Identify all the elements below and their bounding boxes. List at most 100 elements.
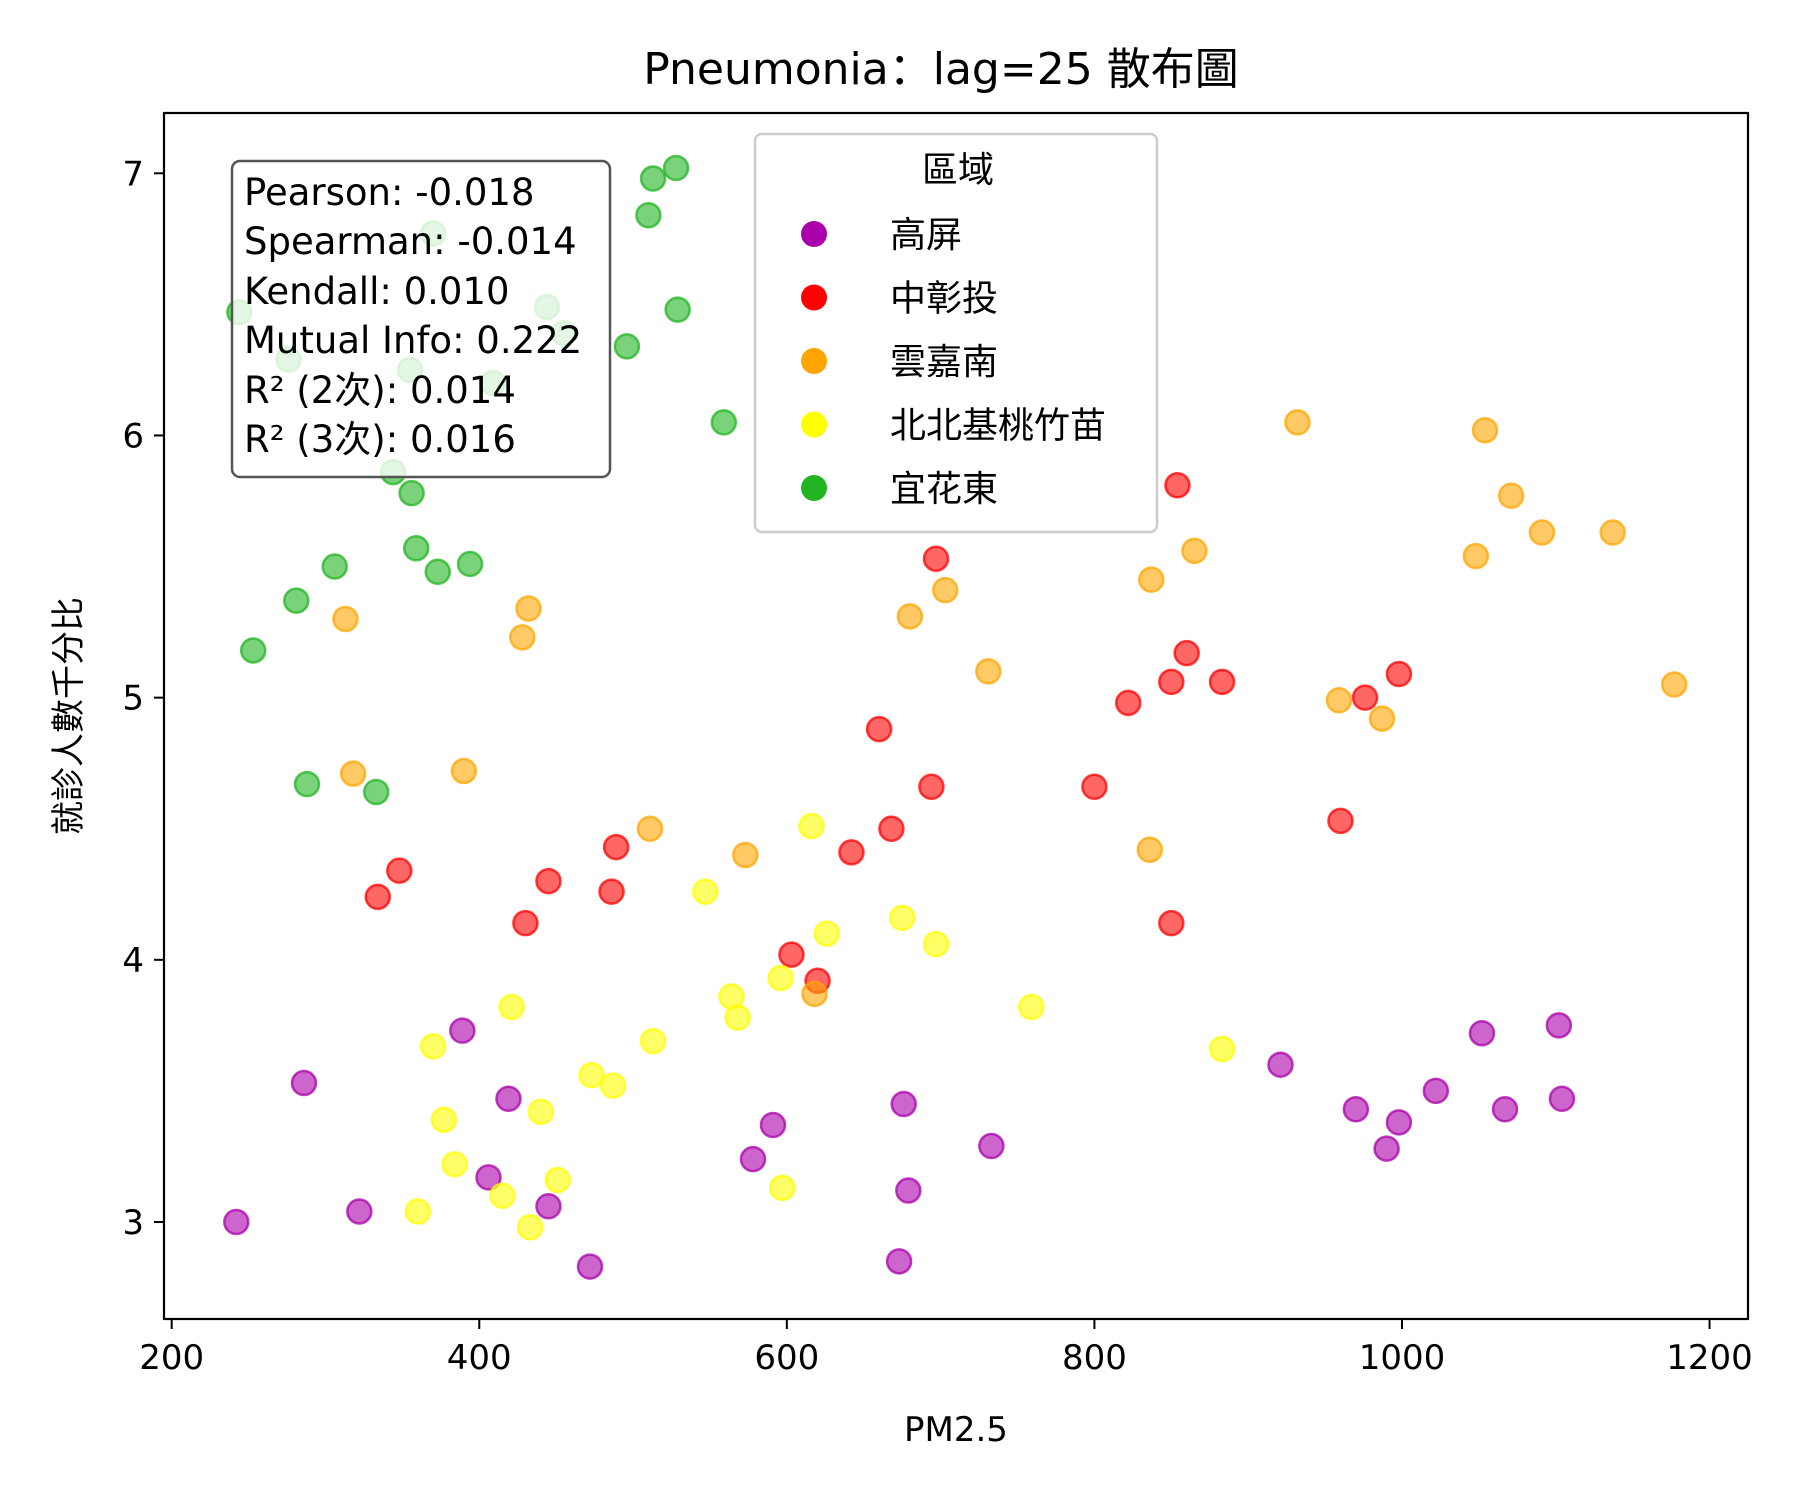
legend-label: 雲嘉南 (890, 342, 998, 383)
data-point (1267, 1051, 1294, 1078)
data-point (1136, 836, 1164, 863)
data-point (441, 1151, 468, 1178)
data-point (290, 1069, 318, 1097)
data-point (419, 1033, 447, 1060)
data-point (1158, 668, 1185, 696)
legend-label: 宜花東 (890, 469, 998, 510)
data-point (975, 658, 1002, 685)
x-tick-label: 600 (754, 1338, 819, 1378)
legend-label: 高屏 (890, 215, 962, 256)
data-point (931, 576, 959, 604)
stat-pearson: Pearson: -0.018 (244, 171, 535, 214)
data-point (798, 812, 825, 840)
data-point (1385, 1109, 1413, 1136)
legend-label: 中彰投 (890, 279, 998, 320)
x-axis-label: PM2.5 (904, 1410, 1008, 1450)
y-tick-label: 4 (122, 941, 144, 981)
data-point (386, 857, 413, 884)
data-point (223, 1208, 250, 1236)
data-point (710, 409, 738, 436)
legend-marker (801, 475, 827, 501)
data-point (922, 930, 950, 958)
data-point (402, 534, 430, 562)
data-point (639, 1027, 667, 1055)
data-point (515, 595, 542, 622)
y-tick-label: 5 (122, 679, 144, 719)
data-point (1351, 684, 1379, 711)
series-0 (223, 1012, 1576, 1280)
x-tick-label: 800 (1062, 1338, 1127, 1378)
x-tick-label: 400 (447, 1338, 512, 1378)
data-point (475, 1164, 502, 1191)
data-point (293, 770, 321, 798)
data-point (639, 165, 667, 192)
data-point (759, 1111, 787, 1139)
legend-marker (801, 284, 827, 311)
data-point (1528, 519, 1556, 546)
data-point (495, 1085, 522, 1113)
data-point (1173, 639, 1200, 667)
data-point (664, 296, 691, 323)
data-point (509, 624, 536, 651)
data-point (739, 1145, 767, 1173)
data-point (1660, 671, 1688, 698)
stat-r2-quadratic: R² (2次): 0.014 (244, 369, 516, 412)
legend-label: 北北基桃竹苗 (890, 406, 1106, 447)
stat-mutual-info: Mutual Info: 0.222 (244, 319, 582, 362)
data-point (813, 920, 841, 947)
data-point (1491, 1096, 1519, 1123)
data-point (1422, 1077, 1450, 1105)
data-point (430, 1106, 458, 1133)
y-axis-label: 就診人數千分比 (49, 597, 89, 835)
data-point (1158, 909, 1185, 937)
data-point (1208, 1035, 1236, 1063)
data-point (896, 603, 924, 630)
data-point (895, 1177, 922, 1204)
data-point (922, 545, 950, 572)
legend-marker (801, 411, 827, 438)
data-point (1208, 668, 1236, 696)
chart-title: Pneumonia：lag=25 散布圖 (643, 44, 1238, 95)
data-point (339, 760, 367, 787)
data-point (878, 815, 905, 842)
data-point (662, 154, 690, 182)
data-point (1114, 689, 1142, 717)
data-point (1181, 537, 1208, 565)
data-point (1599, 519, 1626, 546)
data-point (576, 1253, 604, 1280)
data-point (535, 1193, 562, 1220)
data-point (768, 1174, 796, 1202)
data-point (778, 941, 805, 968)
data-point (1081, 773, 1108, 801)
data-point (1368, 705, 1396, 732)
data-point (283, 587, 310, 614)
data-point (362, 778, 390, 806)
data-point (398, 479, 425, 507)
data-point (450, 757, 478, 785)
data-point (1284, 409, 1311, 436)
data-point (498, 993, 525, 1021)
legend-frame (753, 132, 1159, 534)
data-point (1462, 542, 1490, 570)
data-point (527, 1098, 555, 1126)
data-point (332, 605, 359, 633)
data-point (1471, 416, 1499, 444)
data-point (1327, 807, 1354, 835)
data-point (364, 883, 392, 911)
data-point (885, 1248, 913, 1275)
data-point (456, 550, 484, 578)
data-point (599, 1072, 627, 1099)
y-tick-label: 7 (122, 154, 144, 194)
x-tick-label: 1200 (1666, 1338, 1753, 1378)
data-point (1018, 993, 1045, 1021)
data-point (489, 1182, 516, 1210)
stat-kendall: Kendall: 0.010 (244, 270, 510, 313)
data-point (598, 878, 625, 905)
legend-marker (801, 348, 827, 374)
data-point (578, 1061, 605, 1089)
data-point (613, 333, 641, 360)
data-point (346, 1198, 373, 1225)
